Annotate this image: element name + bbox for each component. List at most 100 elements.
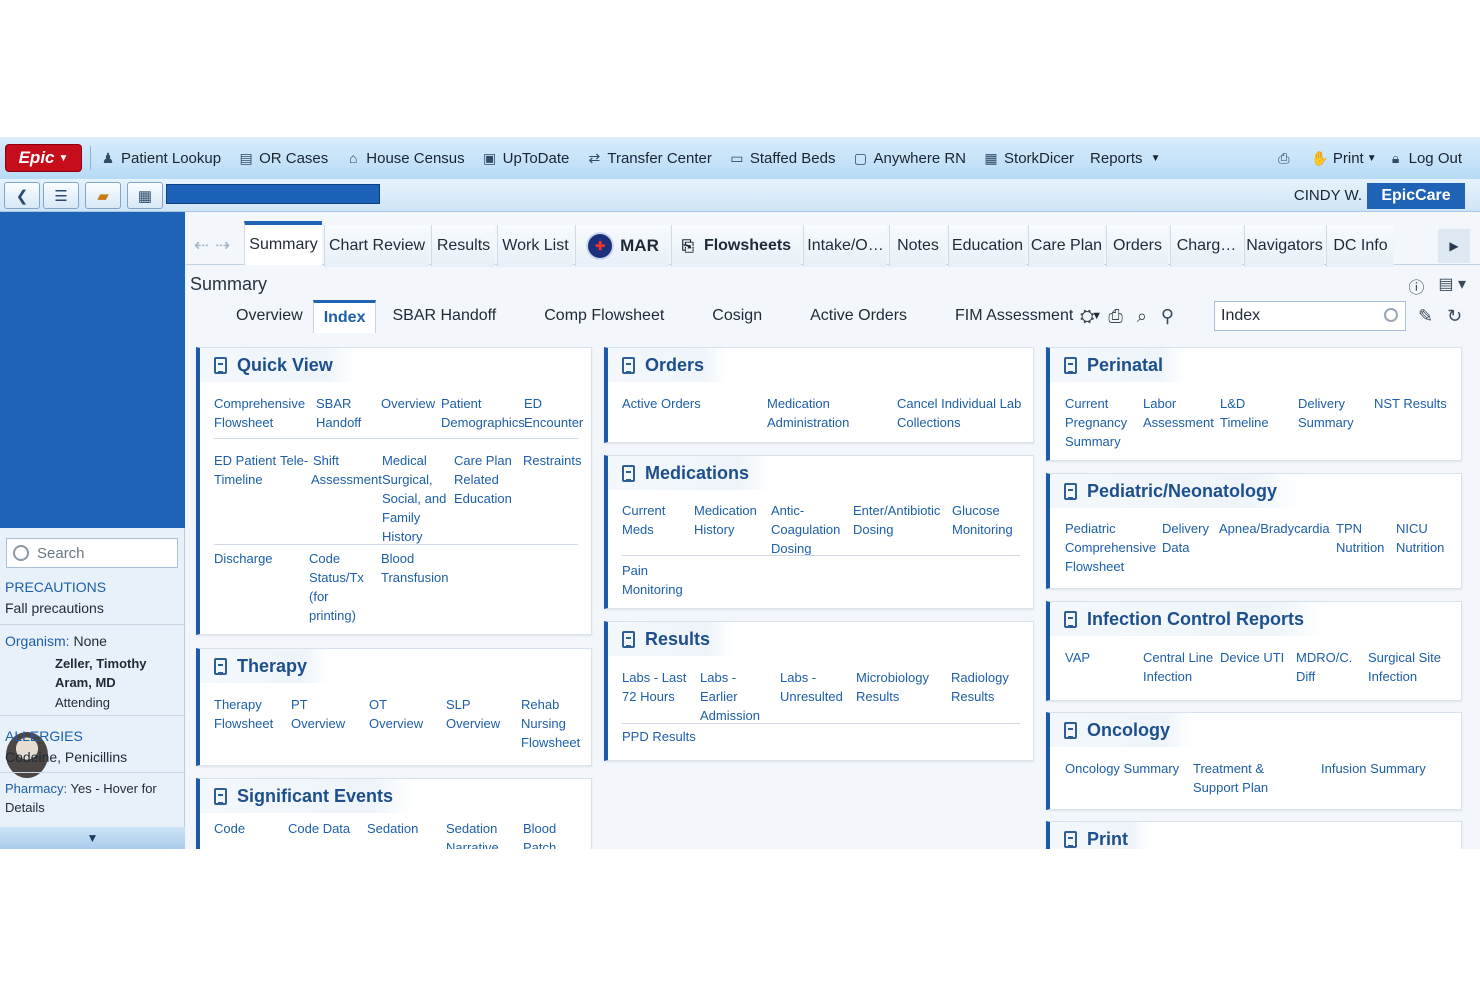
printer-icon[interactable]: ⎙ — [1108, 306, 1123, 326]
zoom-icon[interactable]: ⌕ — [1136, 306, 1147, 326]
link-blood-transfusion[interactable]: Blood Transfusion — [381, 551, 449, 585]
link-icon[interactable]: ⚲ — [1160, 306, 1175, 326]
subtab-comp-flowsheet[interactable]: Comp Flowsheet — [544, 307, 665, 324]
link-discharge[interactable]: Discharge — [214, 551, 273, 566]
pharmacy-row[interactable]: Pharmacy: Yes - Hover for — [5, 781, 157, 796]
subtab-active-orders[interactable]: Active Orders — [810, 307, 908, 324]
sidebar-expand-button[interactable]: ▼ — [0, 827, 185, 849]
link-labs-earlier-admission[interactable]: Labs - Earlier Admission — [700, 670, 760, 723]
staffed-beds-button[interactable]: ▭ Staffed Beds — [728, 149, 835, 167]
link-central-line-infection[interactable]: Central Line Infection — [1143, 650, 1214, 684]
link-medical-history[interactable]: Medical Surgical, Social, and Family History — [382, 453, 447, 544]
link-ed-patient-timeline[interactable]: ED Patient Timeline — [214, 453, 277, 487]
link-code[interactable]: Code — [214, 821, 246, 836]
link-current-pregnancy-summary[interactable]: Current Pregnancy Summary — [1065, 396, 1128, 449]
printer-button[interactable]: ⎙ — [1275, 149, 1297, 167]
link-pediatric-comprehensive-flowsheet[interactable]: Pediatric Comprehensive Flowsheet — [1065, 521, 1157, 574]
link-blood-patch[interactable]: Blood Patch — [523, 821, 557, 849]
tab-charges[interactable]: Charg… — [1170, 225, 1242, 267]
link-shift-assessment[interactable]: Shift Assessment — [311, 453, 382, 487]
transfer-center-button[interactable]: ⇄ Transfer Center — [585, 149, 711, 167]
back-button[interactable]: ❮ — [4, 182, 40, 209]
link-nst-results[interactable]: NST Results — [1374, 396, 1447, 411]
subtab-cosign[interactable]: Cosign — [712, 307, 763, 324]
link-nicu-nutrition[interactable]: NICU Nutrition — [1396, 521, 1445, 555]
link-mdro-c-diff[interactable]: MDRO/C. Diff — [1296, 650, 1353, 684]
link-cancel-individual-lab-collections[interactable]: Cancel Individual Lab Collections — [897, 396, 1022, 430]
anywhere-rn-button[interactable]: ▢ Anywhere RN — [851, 149, 966, 167]
patient-lookup-button[interactable]: ♟ Patient Lookup — [99, 149, 221, 167]
link-labs-last-72-hours[interactable]: Labs - Last 72 Hours — [622, 670, 687, 704]
link-care-plan-related-education[interactable]: Care Plan Related Education — [454, 453, 512, 506]
link-sbar-handoff[interactable]: SBAR Handoff — [316, 396, 362, 430]
wrench-icon[interactable]: ✎ — [1418, 306, 1434, 326]
house-census-button[interactable]: ⌂ House Census — [344, 149, 465, 167]
uptodate-button[interactable]: ▣ UpToDate — [481, 149, 569, 167]
index-search-input[interactable] — [1214, 301, 1406, 331]
tab-dc-info[interactable]: DC Info — [1326, 225, 1394, 267]
link-overview[interactable]: Overview — [381, 396, 436, 411]
tab-intake-output[interactable]: Intake/O… — [803, 225, 887, 267]
link-code-status[interactable]: Code Status/Tx (for printing) — [309, 551, 364, 623]
subtab-fim-assessment[interactable]: FIM Assessment — [955, 307, 1074, 324]
link-device-uti[interactable]: Device UTI — [1220, 650, 1285, 665]
link-medication-history[interactable]: Medication History — [694, 503, 757, 537]
link-oncology-summary[interactable]: Oncology Summary — [1065, 761, 1180, 776]
physician-name[interactable]: Zeller, Timothy — [55, 656, 147, 671]
storkdicer-button[interactable]: ▦ StorkDicer — [982, 149, 1074, 167]
link-restraints[interactable]: Restraints — [523, 453, 582, 468]
subtab-index[interactable]: Index — [312, 299, 377, 333]
link-rehab-nursing-flowsheet[interactable]: Rehab Nursing Flowsheet — [521, 697, 581, 750]
link-ld-timeline[interactable]: L&D Timeline — [1220, 396, 1269, 430]
tab-nav-arrows[interactable]: ⇠⇢ — [194, 235, 237, 255]
link-slp-overview[interactable]: SLP Overview — [446, 697, 501, 731]
link-treatment-support-plan[interactable]: Treatment & Support Plan — [1193, 761, 1269, 795]
logout-button[interactable]: 🔒︎ Log Out — [1387, 149, 1462, 167]
link-pt-overview[interactable]: PT Overview — [291, 697, 346, 731]
tab-chart-review[interactable]: Chart Review — [324, 225, 429, 267]
tab-care-plan[interactable]: Care Plan — [1028, 225, 1104, 267]
layout-menu-icon[interactable]: ▤ ▾ — [1438, 276, 1466, 293]
refresh-icon[interactable]: ↻ — [1447, 306, 1463, 326]
link-delivery-summary[interactable]: Delivery Summary — [1298, 396, 1354, 430]
link-sedation-narrative[interactable]: Sedation Narrative — [446, 821, 499, 849]
subtab-sbar-handoff[interactable]: SBAR Handoff — [392, 307, 497, 324]
sidebar-search-input[interactable]: Search — [6, 538, 178, 568]
link-infusion-summary[interactable]: Infusion Summary — [1321, 761, 1426, 776]
link-glucose-monitoring[interactable]: Glucose Monitoring — [952, 503, 1013, 537]
help-icon[interactable]: ⓘ — [1408, 280, 1425, 297]
link-microbiology-results[interactable]: Microbiology Results — [856, 670, 929, 704]
tab-work-list[interactable]: Work List — [497, 225, 573, 267]
or-cases-button[interactable]: ▤ OR Cases — [237, 149, 328, 167]
print-menu[interactable]: ✋ Print ▼ — [1311, 149, 1376, 167]
patient-station-button[interactable]: ▰ — [85, 182, 121, 209]
link-sedation[interactable]: Sedation — [367, 821, 419, 836]
link-apnea-bradycardia[interactable]: Apnea/Bradycardia — [1219, 521, 1330, 536]
link-surgical-site-infection[interactable]: Surgical Site Infection — [1368, 650, 1441, 684]
list-button[interactable]: ☰ — [43, 182, 79, 209]
calendar-button[interactable]: ▦ — [127, 182, 163, 209]
link-patient-demographics[interactable]: Patient Demographics — [441, 396, 525, 430]
link-tele[interactable]: Tele- — [280, 453, 309, 468]
link-labs-unresulted[interactable]: Labs - Unresulted — [780, 670, 843, 704]
search-icon[interactable] — [1384, 308, 1398, 322]
link-radiology-results[interactable]: Radiology Results — [951, 670, 1009, 704]
tab-orders[interactable]: Orders — [1106, 225, 1168, 267]
link-ed-encounter[interactable]: ED Encounter — [524, 396, 584, 430]
link-ppd-results[interactable]: PPD Results — [622, 729, 696, 744]
subtab-overview[interactable]: Overview — [236, 307, 303, 324]
subtab-more-dropdown[interactable]: ▼ — [1091, 310, 1103, 322]
patient-name-bar[interactable] — [166, 184, 380, 204]
tab-mar[interactable]: ✚ MAR — [575, 225, 669, 267]
link-delivery-data[interactable]: Delivery Data — [1162, 521, 1209, 555]
link-labor-assessment[interactable]: Labor Assessment — [1143, 396, 1214, 430]
link-vap[interactable]: VAP — [1065, 650, 1091, 665]
link-tpn-nutrition[interactable]: TPN Nutrition — [1336, 521, 1385, 555]
link-ot-overview[interactable]: OT Overview — [369, 697, 424, 731]
link-antibiotic-dosing[interactable]: Enter/Antibiotic Dosing — [853, 503, 941, 537]
link-therapy-flowsheet[interactable]: Therapy Flowsheet — [214, 697, 274, 731]
tab-navigators[interactable]: Navigators — [1244, 225, 1324, 267]
tab-results[interactable]: Results — [431, 225, 495, 267]
tab-education[interactable]: Education — [948, 225, 1026, 267]
link-anticoagulation-dosing[interactable]: Antic- Coagulation Dosing — [771, 503, 841, 556]
